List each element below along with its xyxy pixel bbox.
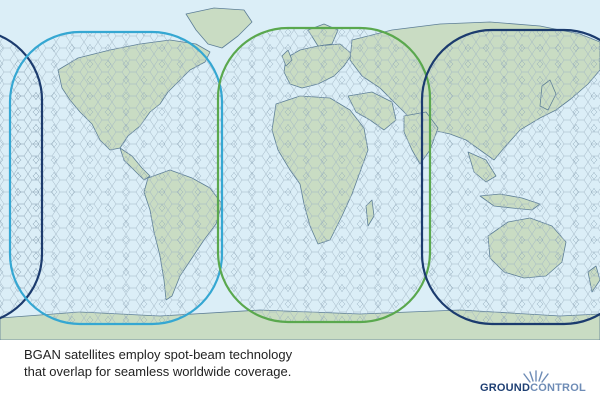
logo-word-control: CONTROL (530, 382, 586, 394)
caption-line-2: that overlap for seamless worldwide cove… (24, 364, 292, 379)
caption: BGAN satellites employ spot-beam technol… (24, 346, 404, 380)
signal-arc-icon (523, 370, 549, 383)
greenland (185, 7, 253, 49)
logo-word-ground: GROUND (480, 382, 531, 394)
coverage-map (0, 0, 600, 340)
emea-coverage (216, 26, 432, 324)
beam-grid (0, 28, 600, 324)
americas-coverage (8, 30, 224, 326)
caption-line-1: BGAN satellites employ spot-beam technol… (24, 347, 293, 362)
asia-pacific-coverage (420, 28, 600, 326)
west-pacific-coverage (0, 34, 44, 320)
groundcontrol-logo: GROUNDCONTROL (480, 370, 592, 398)
